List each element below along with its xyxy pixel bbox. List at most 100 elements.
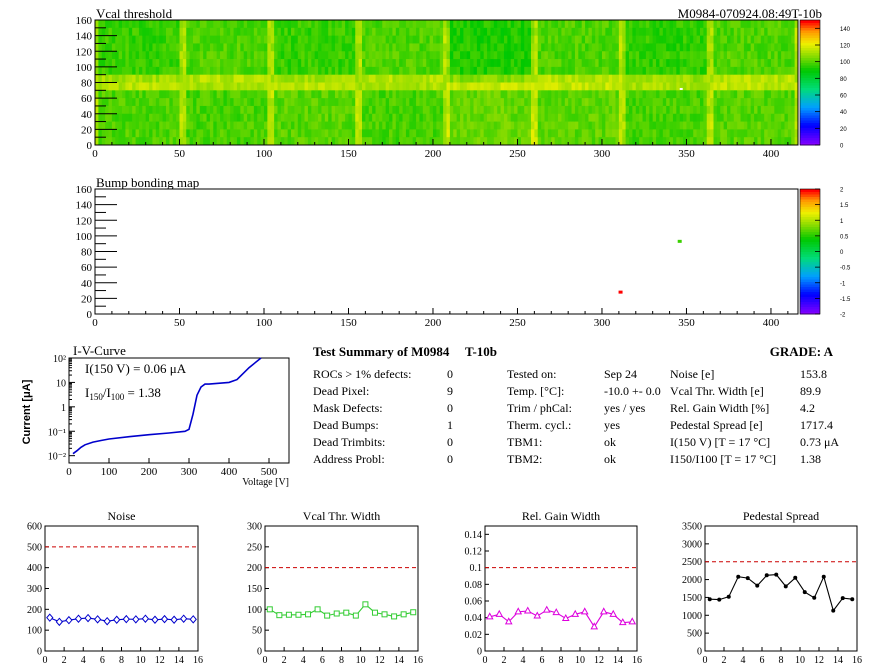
heatmap-cell: [132, 20, 136, 29]
heatmap-cell: [530, 35, 535, 44]
small-x-tick-label: 8: [559, 655, 564, 666]
heatmap-cell: [794, 129, 799, 138]
heatmap-cell: [767, 129, 772, 138]
heatmap-cell: [362, 35, 366, 44]
data-point: [285, 611, 292, 618]
heatmap-cell: [642, 137, 647, 146]
heatmap-cell: [209, 43, 214, 52]
heatmap-cell: [703, 82, 708, 91]
heatmap-cell: [118, 20, 123, 29]
heatmap-cell: [378, 43, 383, 52]
heatmap-cell: [480, 66, 485, 76]
heatmap-cell: [165, 82, 170, 91]
heatmap-cell: [571, 113, 576, 122]
heatmap-cell: [115, 90, 120, 99]
heatmap-cell: [585, 105, 589, 115]
heatmap-cell: [267, 105, 272, 115]
heatmap-cell: [162, 129, 167, 138]
heatmap-cell: [453, 137, 458, 146]
x-tick-label: 200: [425, 317, 442, 329]
heatmap-cell: [331, 51, 336, 60]
heatmap-cell: [629, 35, 633, 44]
heatmap-cell: [159, 137, 163, 146]
heatmap-cell: [118, 105, 123, 115]
heatmap-cell: [727, 113, 731, 122]
heatmap-cell: [375, 113, 380, 122]
heatmap-cell: [679, 74, 684, 83]
heatmap-cell: [193, 66, 197, 76]
heatmap-cell: [240, 20, 245, 29]
heatmap-cell: [706, 137, 711, 146]
heatmap-cell: [138, 90, 143, 99]
heatmap-cell: [375, 129, 380, 138]
heatmap-cell: [554, 129, 559, 138]
heatmap-cell: [645, 59, 650, 68]
heatmap-cell: [703, 137, 708, 146]
heatmap-cell: [517, 105, 522, 115]
heatmap-cell: [574, 82, 579, 91]
small-y-tick-label: 0: [477, 647, 482, 658]
heatmap-cell: [453, 129, 458, 138]
heatmap-cell: [165, 51, 170, 60]
heatmap-cell: [520, 59, 525, 68]
x-tick-label: 400: [763, 148, 780, 160]
heatmap-cell: [547, 20, 552, 29]
heatmap-cell: [422, 113, 427, 122]
summary-left-label: Mask Defects:: [313, 401, 383, 415]
heatmap-cell: [571, 129, 576, 138]
heatmap-cell: [760, 43, 765, 52]
heatmap-cell: [159, 82, 163, 91]
heatmap-cell: [784, 82, 789, 91]
heatmap-cell: [132, 121, 136, 130]
heatmap-cell: [230, 35, 234, 44]
summary-mid-label: TBM1:: [507, 435, 542, 449]
heatmap-cell: [686, 74, 691, 83]
heatmap-cell: [443, 137, 447, 146]
heatmap-cell: [490, 90, 495, 99]
heatmap-cell: [378, 98, 383, 107]
heatmap-cell: [791, 129, 796, 138]
heatmap-cell: [311, 66, 316, 76]
heatmap-cell: [574, 27, 579, 37]
heatmap-cell: [382, 35, 387, 44]
heatmap-cell: [280, 27, 285, 37]
heatmap-cell: [132, 90, 136, 99]
heatmap-cell: [358, 129, 363, 138]
small-x-tick-label: 12: [155, 655, 165, 666]
heatmap-cell: [490, 59, 495, 68]
heatmap-cell: [449, 59, 454, 68]
heatmap-cell: [287, 137, 292, 146]
heatmap-cell: [392, 20, 397, 29]
heatmap-cell: [656, 43, 660, 52]
heatmap-cell: [138, 35, 143, 44]
heatmap-cell: [169, 51, 174, 60]
heatmap-cell: [659, 98, 664, 107]
heatmap-cell: [585, 113, 589, 122]
heatmap-cell: [402, 90, 407, 99]
heatmap-cell: [794, 137, 799, 146]
heatmap-cell: [314, 35, 319, 44]
heatmap-cell: [608, 27, 613, 37]
heatmap-cell: [257, 137, 262, 146]
heatmap-cell: [389, 66, 393, 76]
heatmap-cell: [277, 66, 282, 76]
heatmap-cell: [747, 51, 752, 60]
heatmap-cell: [767, 27, 772, 37]
heatmap-cell: [203, 98, 207, 107]
heatmap-cell: [331, 137, 336, 146]
heatmap-cell: [358, 43, 363, 52]
heatmap-cell: [105, 129, 109, 138]
heatmap-cell: [747, 113, 752, 122]
heatmap-cell: [517, 66, 522, 76]
heatmap-cell: [470, 98, 474, 107]
heatmap-cell: [284, 20, 289, 29]
heatmap-cell: [487, 66, 491, 76]
heatmap-cell: [534, 121, 539, 130]
z-tick-label: 80: [840, 77, 847, 83]
heatmap-cell: [699, 51, 704, 60]
heatmap-cell: [601, 59, 606, 68]
heatmap-cell: [358, 113, 363, 122]
heatmap-cell: [618, 90, 623, 99]
heatmap-cell: [781, 59, 785, 68]
heatmap-cell: [639, 51, 643, 60]
